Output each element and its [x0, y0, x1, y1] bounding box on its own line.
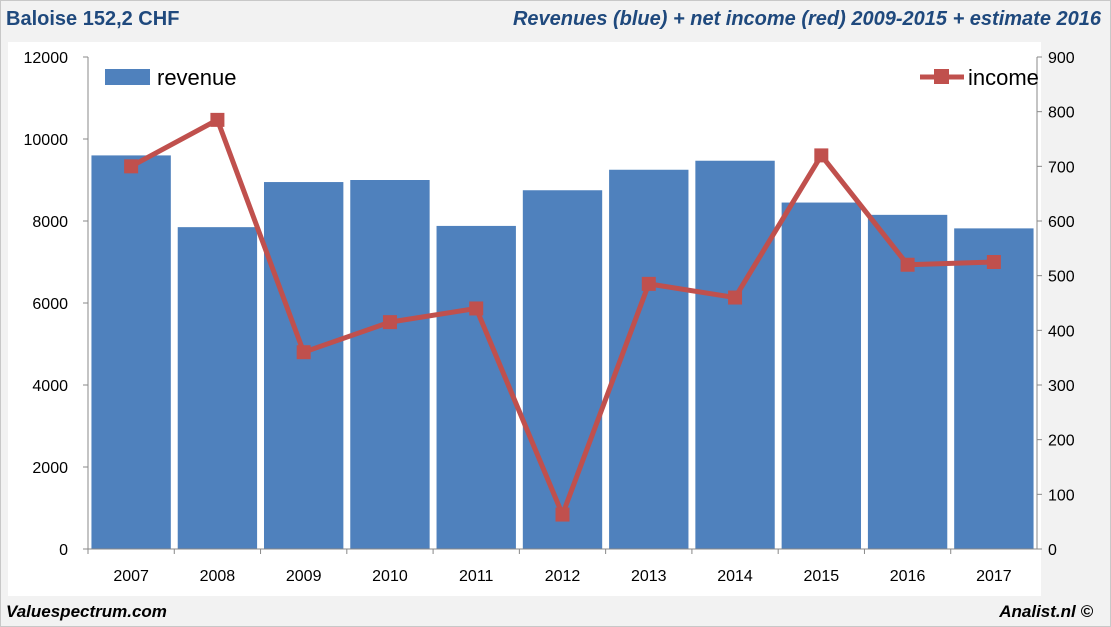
x-tick-label: 2014	[717, 568, 753, 585]
left-tick-label: 8000	[32, 214, 68, 231]
x-tick-label: 2010	[372, 568, 408, 585]
right-tick-label: 0	[1048, 542, 1057, 559]
bar-revenue-2009	[263, 182, 344, 550]
bar-revenue-2011	[436, 225, 516, 550]
right-tick-label: 600	[1048, 214, 1075, 231]
left-tick-label: 10000	[24, 132, 69, 149]
income-point-2007	[124, 159, 139, 174]
income-point-2010	[382, 315, 397, 330]
right-tick-label: 900	[1048, 50, 1075, 67]
x-tick-label: 2013	[631, 568, 667, 585]
right-tick-label: 200	[1048, 433, 1075, 450]
right-tick-label: 500	[1048, 269, 1075, 286]
left-tick-label: 6000	[32, 296, 68, 313]
bar-revenue-2012	[522, 190, 603, 549]
x-tick-label: 2008	[200, 568, 236, 585]
bar-revenue-2007	[91, 155, 171, 549]
right-tick-label: 300	[1048, 378, 1075, 395]
x-tick-label: 2016	[890, 568, 926, 585]
left-tick-label: 2000	[32, 460, 68, 477]
x-tick-label: 2011	[459, 568, 494, 585]
income-point-2009	[296, 345, 311, 360]
footer-source-right: Analist.nl ©	[999, 602, 1093, 621]
right-tick-label: 800	[1048, 105, 1075, 122]
stock-label: Baloise 152,2 CHF	[6, 8, 180, 30]
income-point-2011	[469, 301, 484, 316]
bar-revenue-2014	[695, 160, 775, 550]
income-point-2014	[728, 290, 743, 305]
left-tick-label: 4000	[32, 378, 68, 395]
x-tick-label: 2012	[545, 568, 581, 585]
bar-revenue-2015	[781, 202, 862, 550]
x-tick-label: 2009	[286, 568, 322, 585]
legend-income-marker	[934, 69, 949, 84]
right-tick-label: 400	[1048, 323, 1075, 340]
chart-title: Revenues (blue) + net income (red) 2009-…	[512, 8, 1101, 30]
bar-revenue-2017	[954, 228, 1034, 549]
legend-revenue-swatch	[105, 69, 150, 85]
legend-income-label: income	[968, 65, 1039, 90]
footer-source-left: Valuespectrum.com	[6, 602, 167, 621]
income-point-2008	[210, 112, 225, 127]
bar-revenue-2008	[177, 227, 258, 549]
legend-revenue-label: revenue	[157, 65, 237, 90]
bar-revenue-2010	[350, 180, 430, 549]
x-tick-label: 2015	[804, 568, 840, 585]
left-tick-label: 12000	[24, 50, 69, 67]
income-point-2017	[986, 255, 1001, 269]
income-point-2013	[641, 276, 656, 291]
x-tick-label: 2007	[113, 568, 149, 585]
right-tick-label: 100	[1048, 487, 1075, 504]
income-point-2012	[555, 507, 570, 522]
income-point-2016	[900, 257, 915, 272]
x-tick-label: 2017	[976, 568, 1012, 585]
income-point-2015	[814, 148, 829, 163]
left-tick-label: 0	[59, 542, 68, 559]
right-tick-label: 700	[1048, 159, 1075, 176]
